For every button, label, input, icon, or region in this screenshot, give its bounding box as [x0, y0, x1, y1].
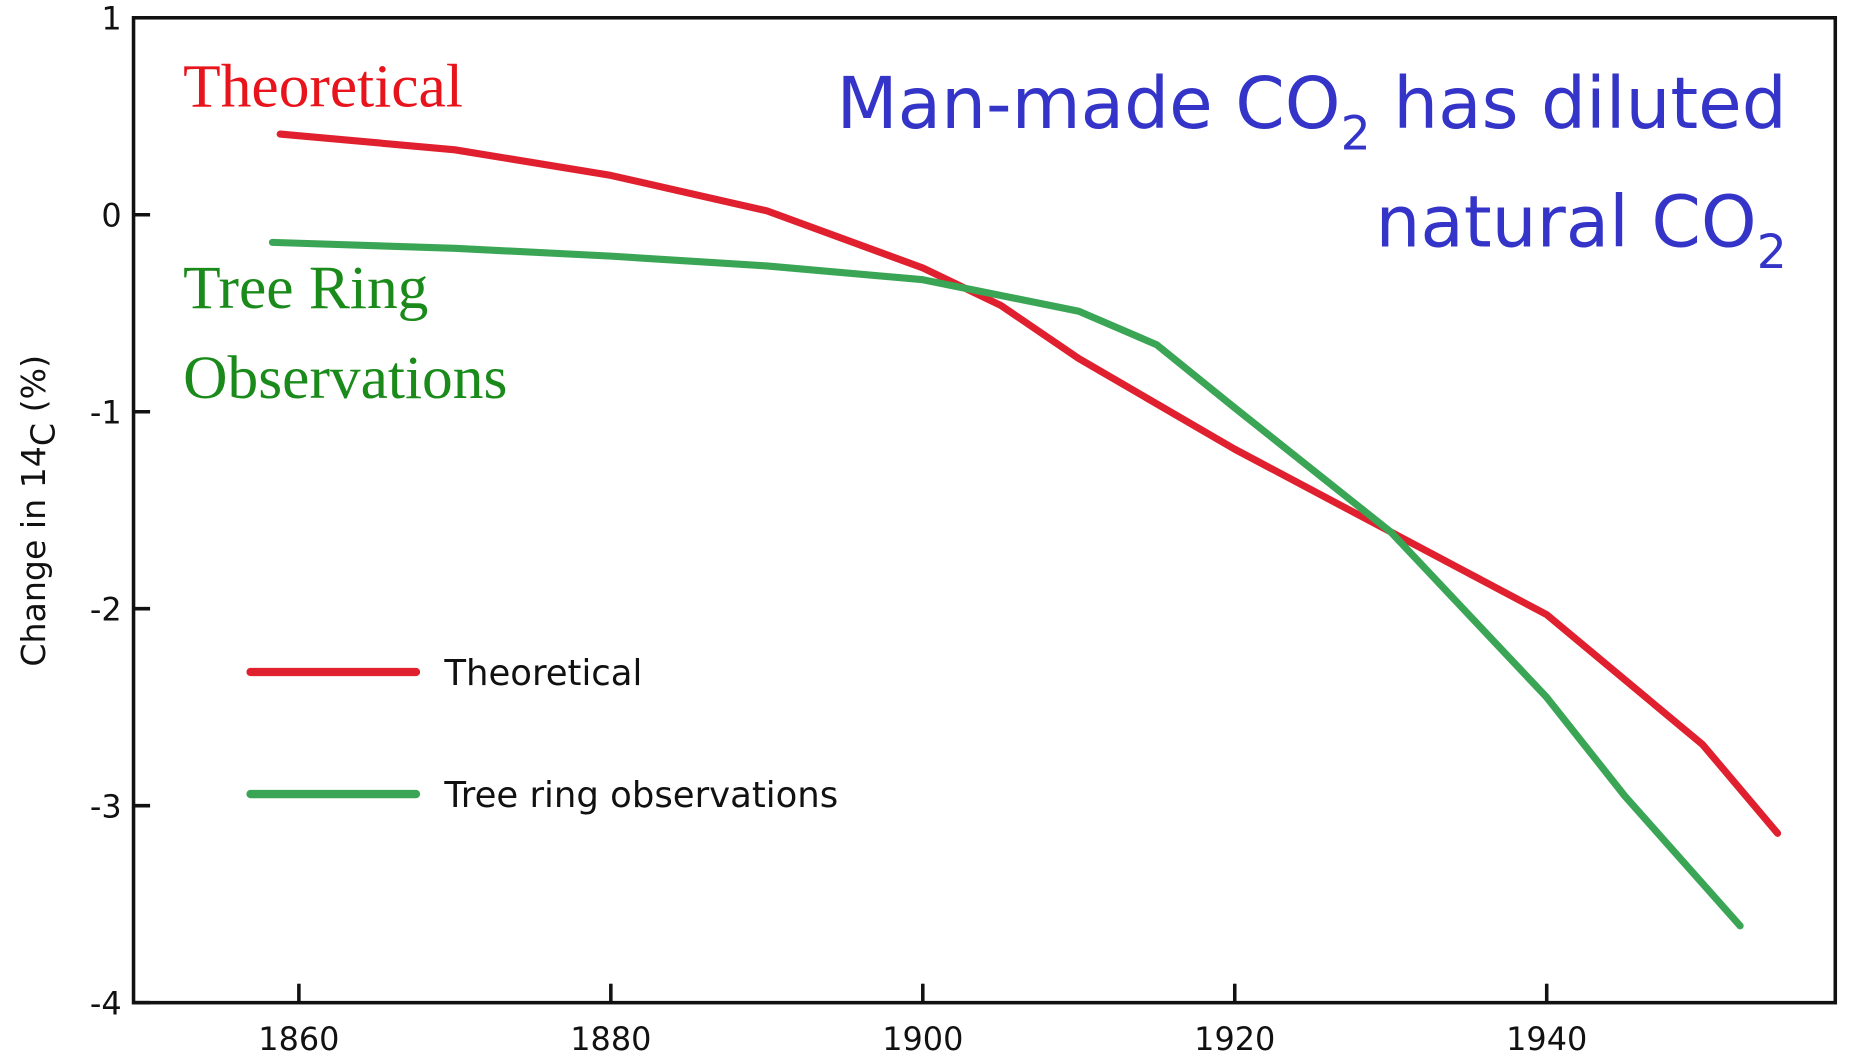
y-tick-label: 1 [101, 0, 121, 38]
y-tick-label: -3 [90, 787, 122, 825]
y-label-sub: C [23, 423, 62, 446]
x-tick-label: 1920 [1194, 1020, 1275, 1056]
annotation-tree-ring: Observations [183, 344, 507, 412]
y-label-text: Change in 14 [14, 446, 53, 667]
x-tick-label: 1940 [1506, 1020, 1587, 1056]
data-line [276, 130, 1782, 837]
headline: Man-made CO2 has diluted [836, 62, 1786, 161]
annotation-theoretical: Theoretical [183, 53, 463, 121]
y-tick-label: -4 [90, 984, 122, 1022]
plot-frame [131, 16, 1838, 1005]
y-tick-label: -2 [90, 591, 122, 629]
legend-label: Theoretical [443, 653, 642, 694]
y-label-text: (%) [14, 355, 53, 423]
y-tick-label: -1 [90, 394, 122, 432]
x-tick-label: 1880 [570, 1020, 651, 1056]
headline: natural CO2 [1375, 180, 1786, 279]
headline-text: Man-made CO [836, 62, 1340, 145]
y-tick-label: 0 [101, 197, 121, 235]
data-line [268, 238, 1744, 930]
headline-sub: 2 [1757, 225, 1787, 280]
headline-text: natural CO [1375, 180, 1756, 263]
x-tick-label: 1900 [882, 1020, 963, 1056]
legend-label: Tree ring observations [443, 775, 838, 816]
headline-text: has diluted [1371, 62, 1787, 145]
y-axis-label: Change in 14C (%) [14, 355, 62, 667]
headline-sub: 2 [1341, 106, 1371, 161]
annotation-tree-ring: Tree Ring [183, 254, 428, 322]
x-tick-label: 1860 [258, 1020, 339, 1056]
